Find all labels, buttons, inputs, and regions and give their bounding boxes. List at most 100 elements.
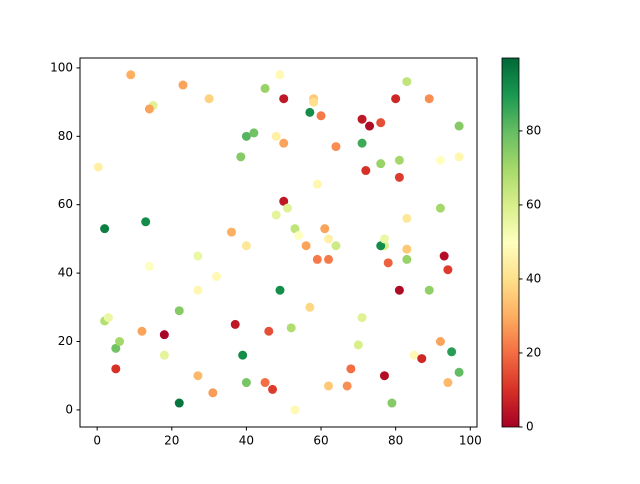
- scatter-point: [193, 285, 203, 295]
- scatter-point: [447, 347, 457, 357]
- scatter-point: [241, 131, 251, 141]
- scatter-point: [279, 94, 289, 104]
- x-tick-label: 60: [313, 434, 328, 448]
- scatter-point: [357, 313, 367, 323]
- scatter-point: [331, 142, 341, 152]
- colorbar: [501, 57, 520, 428]
- scatter-point: [376, 118, 386, 128]
- scatter-point: [241, 241, 251, 251]
- scatter-point: [435, 337, 445, 347]
- scatter-point: [286, 323, 296, 333]
- scatter-point: [417, 354, 427, 364]
- scatter-point: [320, 224, 330, 234]
- scatter-point: [383, 258, 393, 268]
- scatter-point: [178, 80, 188, 90]
- scatter-point: [424, 94, 434, 104]
- scatter-point: [204, 94, 214, 104]
- scatter-point: [249, 128, 259, 138]
- scatter-point: [342, 381, 352, 391]
- scatter-point: [193, 371, 203, 381]
- scatter-point: [301, 241, 311, 251]
- x-tick-label: 20: [164, 434, 179, 448]
- scatter-point: [275, 70, 285, 80]
- scatter-point: [279, 138, 289, 148]
- scatter-point: [159, 330, 169, 340]
- scatter-point: [424, 285, 434, 295]
- scatter-point: [435, 155, 445, 165]
- scatter-point: [323, 381, 333, 391]
- scatter-point: [361, 166, 371, 176]
- scatter-point: [279, 196, 289, 206]
- y-tick-label: 0: [65, 402, 73, 416]
- scatter-point: [238, 350, 248, 360]
- scatter-point: [357, 138, 367, 148]
- scatter-point: [439, 251, 449, 261]
- scatter-point: [346, 364, 356, 374]
- scatter-point: [394, 155, 404, 165]
- scatter-point: [111, 364, 121, 374]
- x-tick-label: 80: [388, 434, 403, 448]
- scatter-point: [402, 77, 412, 87]
- scatter-point: [290, 224, 300, 234]
- scatter-point: [394, 285, 404, 295]
- y-tick-label: 60: [58, 197, 73, 211]
- scatter-point: [376, 159, 386, 169]
- scatter-point: [144, 104, 154, 114]
- y-tick-label: 80: [58, 129, 73, 143]
- scatter-point: [353, 340, 363, 350]
- scatter-point: [309, 97, 319, 107]
- x-tick-label: 100: [459, 434, 482, 448]
- scatter-point: [323, 234, 333, 244]
- scatter-point: [111, 343, 121, 353]
- scatter-point: [126, 70, 136, 80]
- scatter-point: [402, 254, 412, 264]
- colorbar-tick-label: 60: [526, 197, 541, 211]
- scatter-point: [305, 302, 315, 312]
- scatter-point: [454, 121, 464, 131]
- scatter-point: [174, 306, 184, 316]
- scatter-point: [402, 213, 412, 223]
- scatter-point: [275, 285, 285, 295]
- scatter-point: [260, 378, 270, 388]
- scatter-point: [193, 251, 203, 261]
- y-tick-label: 20: [58, 334, 73, 348]
- scatter-point: [208, 388, 218, 398]
- scatter-point: [435, 203, 445, 213]
- scatter-point: [387, 398, 397, 408]
- colorbar-tick-label: 40: [526, 271, 541, 285]
- scatter-point: [236, 152, 246, 162]
- scatter-point: [331, 241, 341, 251]
- scatter-point: [409, 350, 419, 360]
- scatter-point: [443, 378, 453, 388]
- scatter-point: [93, 162, 103, 172]
- scatter-point: [115, 337, 125, 347]
- colorbar-tick-label: 80: [526, 123, 541, 137]
- scatter-point: [137, 326, 147, 336]
- scatter-point: [141, 217, 151, 227]
- scatter-point: [312, 179, 322, 189]
- scatter-point: [443, 265, 453, 275]
- scatter-point: [144, 261, 154, 271]
- scatter-point: [316, 111, 326, 121]
- scatter-point: [454, 367, 464, 377]
- plot-frame: [79, 57, 478, 428]
- scatter-point: [357, 114, 367, 124]
- x-tick-label: 0: [93, 434, 101, 448]
- scatter-point: [241, 378, 251, 388]
- scatter-point: [394, 172, 404, 182]
- y-tick-label: 100: [50, 60, 73, 74]
- scatter-point: [379, 371, 389, 381]
- scatter-point: [174, 398, 184, 408]
- scatter-point: [294, 230, 304, 240]
- scatter-point: [268, 384, 278, 394]
- scatter-point: [365, 121, 375, 131]
- scatter-point: [454, 152, 464, 162]
- scatter-point: [264, 326, 274, 336]
- scatter-point: [260, 83, 270, 93]
- scatter-point: [271, 131, 281, 141]
- scatter-point: [226, 227, 236, 237]
- scatter-point: [159, 350, 169, 360]
- scatter-point: [230, 319, 240, 329]
- scatter-point: [290, 405, 300, 415]
